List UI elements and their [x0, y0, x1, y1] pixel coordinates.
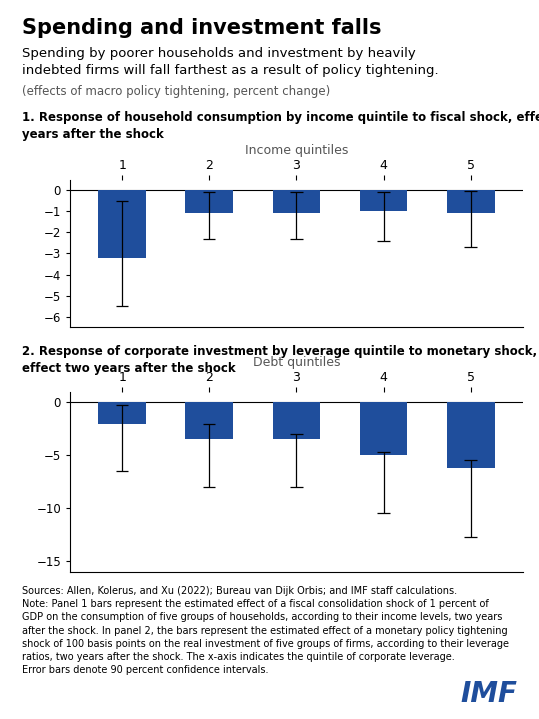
- Bar: [99, 403, 146, 423]
- Bar: [273, 403, 320, 439]
- Text: Spending and investment falls: Spending and investment falls: [22, 18, 381, 38]
- X-axis label: Income quintiles: Income quintiles: [245, 144, 348, 157]
- X-axis label: Debt quintiles: Debt quintiles: [253, 356, 340, 369]
- Text: IMF: IMF: [460, 680, 517, 708]
- Text: (effects of macro policy tightening, percent change): (effects of macro policy tightening, per…: [22, 85, 330, 98]
- Bar: [447, 191, 495, 214]
- Bar: [185, 403, 233, 439]
- Text: Sources: Allen, Kolerus, and Xu (2022); Bureau van Dijk Orbis; and IMF staff cal: Sources: Allen, Kolerus, and Xu (2022); …: [22, 586, 509, 675]
- Text: 1. Response of household consumption by income quintile to fiscal shock, effect : 1. Response of household consumption by …: [22, 111, 539, 141]
- Text: 2. Response of corporate investment by leverage quintile to monetary shock,
effe: 2. Response of corporate investment by l…: [22, 345, 537, 375]
- Text: Spending by poorer households and investment by heavily
indebted firms will fall: Spending by poorer households and invest…: [22, 47, 438, 77]
- Bar: [360, 191, 407, 211]
- Bar: [99, 191, 146, 257]
- Bar: [447, 403, 495, 468]
- Bar: [273, 191, 320, 214]
- Bar: [185, 191, 233, 214]
- Bar: [360, 403, 407, 455]
